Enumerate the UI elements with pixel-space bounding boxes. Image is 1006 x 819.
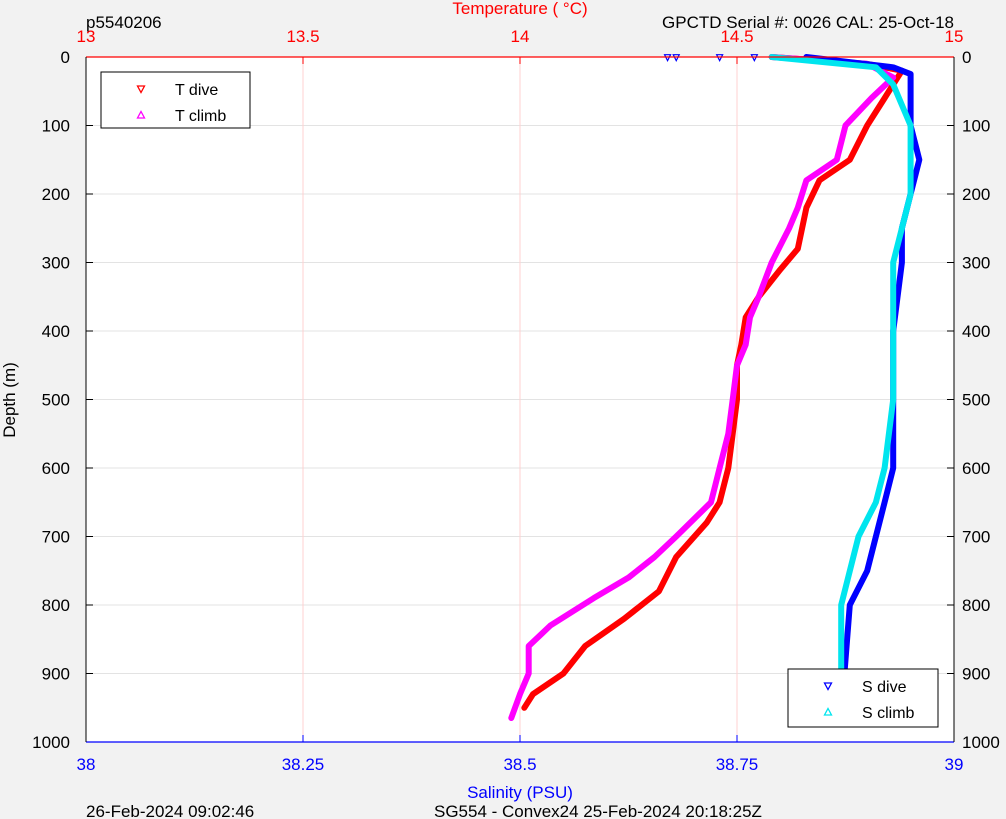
y-tick-label-right: 200 bbox=[962, 185, 990, 204]
y-tick-label-left: 100 bbox=[42, 117, 70, 136]
bottom-tick-label: 38.5 bbox=[503, 755, 536, 774]
bottom-axis-label: Salinity (PSU) bbox=[467, 783, 573, 802]
top-tick-label: 13.5 bbox=[286, 27, 319, 46]
series-layer bbox=[508, 54, 923, 721]
y-tick-label-right: 400 bbox=[962, 322, 990, 341]
serial-info: GPCTD Serial #: 0026 CAL: 25-Oct-18 bbox=[662, 13, 954, 32]
series-s-climb bbox=[768, 54, 914, 721]
salinity-outlier-point bbox=[715, 54, 724, 63]
grid bbox=[86, 57, 954, 742]
y-tick-label-right: 1000 bbox=[962, 733, 1000, 752]
legend-marker bbox=[823, 682, 833, 691]
top-tick-label: 14.5 bbox=[720, 27, 753, 46]
salinity-outlier-point bbox=[750, 54, 759, 63]
y-tick-label-right: 0 bbox=[962, 48, 971, 67]
series-t-climb bbox=[508, 54, 897, 721]
y-tick-label-right: 700 bbox=[962, 528, 990, 547]
legend-marker bbox=[136, 85, 146, 94]
legend-marker bbox=[823, 707, 833, 716]
y-tick-label-left: 1000 bbox=[32, 733, 70, 752]
legend-box bbox=[787, 668, 939, 728]
y-tick-label-left: 0 bbox=[61, 48, 70, 67]
y-tick-label-left: 800 bbox=[42, 596, 70, 615]
axes: 0 0 100 100 200 200 300 300 400 400 500 500 600 600 70… bbox=[32, 27, 1000, 774]
bottom-tick-label: 39 bbox=[945, 755, 964, 774]
top-tick-label: 13 bbox=[77, 27, 96, 46]
legend-label: T dive bbox=[175, 82, 218, 99]
top-tick-label: 15 bbox=[945, 27, 964, 46]
legend-salinity: S dive S climb bbox=[787, 668, 939, 728]
series-t-dive bbox=[521, 54, 905, 711]
footer-center: SG554 - Convex24 25-Feb-2024 20:18:25Z bbox=[434, 802, 762, 819]
bottom-tick-label: 38.25 bbox=[282, 755, 325, 774]
y-tick-label-left: 300 bbox=[42, 254, 70, 273]
y-tick-label-left: 900 bbox=[42, 665, 70, 684]
y-tick-label-right: 800 bbox=[962, 596, 990, 615]
legend-label: T climb bbox=[175, 108, 226, 125]
salinity-outlier-point bbox=[672, 54, 681, 63]
y-tick-label-right: 500 bbox=[962, 391, 990, 410]
y-tick-label-right: 300 bbox=[962, 254, 990, 273]
profile-id: p5540206 bbox=[86, 13, 162, 32]
legend-marker bbox=[136, 110, 146, 119]
salinity-outlier-point bbox=[663, 54, 672, 63]
bottom-tick-label: 38 bbox=[77, 755, 96, 774]
y-tick-label-right: 600 bbox=[962, 459, 990, 478]
legend-label: S climb bbox=[862, 705, 915, 722]
bottom-tick-label: 38.75 bbox=[716, 755, 759, 774]
y-tick-label-left: 500 bbox=[42, 391, 70, 410]
y-tick-label-right: 100 bbox=[962, 117, 990, 136]
legend-label: S dive bbox=[862, 679, 907, 696]
legend-box bbox=[100, 71, 251, 129]
top-axis-label: Temperature ( °C) bbox=[452, 0, 587, 18]
y-tick-label-left: 600 bbox=[42, 459, 70, 478]
footer-left: 26-Feb-2024 09:02:46 bbox=[86, 802, 254, 819]
y-axis-label: Depth (m) bbox=[0, 362, 19, 438]
legend-temperature: T dive T climb bbox=[100, 71, 251, 129]
top-tick-label: 14 bbox=[511, 27, 530, 46]
y-tick-label-left: 700 bbox=[42, 528, 70, 547]
y-tick-label-left: 400 bbox=[42, 322, 70, 341]
y-tick-label-left: 200 bbox=[42, 185, 70, 204]
y-tick-label-right: 900 bbox=[962, 665, 990, 684]
